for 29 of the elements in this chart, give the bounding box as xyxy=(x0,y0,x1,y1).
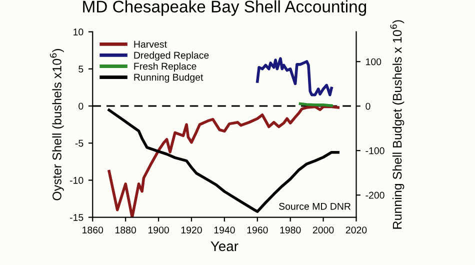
y-tick-label: 10 xyxy=(74,28,84,36)
legend-label: Harvest xyxy=(134,40,167,48)
x-tick-label: 1980 xyxy=(280,226,301,234)
x-tick-label: 2020 xyxy=(346,226,367,234)
x-tick-label: 1960 xyxy=(247,226,268,234)
y2-tick-label: 100 xyxy=(366,58,382,66)
y2-axis-title: Running Shell Budget (Bushels x 10$^{6}$) xyxy=(390,20,404,229)
legend-label: Fresh Replace xyxy=(134,62,196,72)
x-tick-label: 1860 xyxy=(82,226,104,234)
y-tick-label: -10 xyxy=(70,176,84,184)
y-tick-label: 5 xyxy=(78,66,84,73)
y-tick-label: -15 xyxy=(70,214,84,221)
x-tick-label: 1900 xyxy=(148,226,169,234)
y-tick-label: -5 xyxy=(75,140,84,147)
x-tick-label: 2000 xyxy=(312,226,334,234)
y2-tick-label: -200 xyxy=(366,192,384,199)
y-axis-title: Oyster Shell (bushels x10$^{6}$) xyxy=(50,49,64,200)
annotation: Source MD DNR xyxy=(279,202,351,210)
line-series xyxy=(256,57,333,96)
y2-tick-label: -100 xyxy=(366,147,384,154)
chart-title: MD Chesapeake Bay Shell Accounting xyxy=(83,0,366,16)
y2-tick-label: 0 xyxy=(366,102,370,110)
legend-label: Dredged Replace xyxy=(134,52,209,61)
y-tick-label: 0 xyxy=(78,102,84,110)
legend-label: Running Budget xyxy=(134,74,204,83)
x-axis-title: Year xyxy=(210,241,238,252)
x-tick-label: 1940 xyxy=(214,226,235,234)
x-tick-label: 1920 xyxy=(181,226,202,234)
x-tick-label: 1880 xyxy=(116,226,136,234)
